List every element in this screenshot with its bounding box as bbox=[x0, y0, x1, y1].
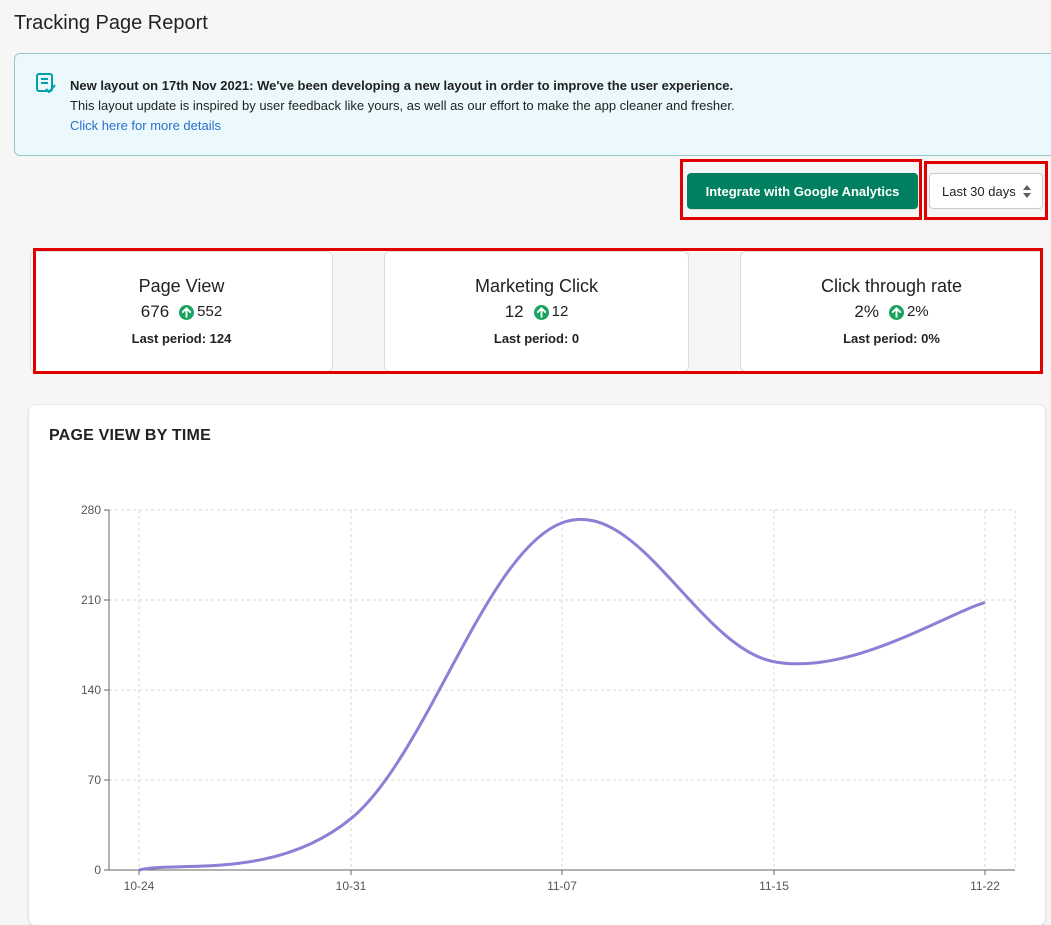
stat-delta-value: 12 bbox=[551, 303, 569, 320]
page-view-line-chart: 0 70 140 210 280 10-24 10-31 11-07 11-15 11-22 bbox=[81, 503, 1016, 893]
stat-value: 2% bbox=[854, 302, 879, 321]
integrate-google-analytics-button[interactable]: Integrate with Google Analytics bbox=[687, 173, 918, 209]
x-tick-label: 10-24 bbox=[124, 879, 155, 893]
stat-delta: 12 bbox=[533, 301, 569, 323]
y-tick-label: 0 bbox=[94, 863, 101, 877]
more-details-link[interactable]: Click here for more details bbox=[70, 118, 221, 133]
banner-content: New layout on 17th Nov 2021: We've been … bbox=[70, 76, 735, 136]
stat-delta: 2% bbox=[888, 301, 929, 323]
chart-title: PAGE VIEW BY TIME bbox=[49, 427, 211, 444]
stat-delta: 552 bbox=[179, 301, 222, 323]
stat-title: Click through rate bbox=[820, 276, 963, 296]
info-banner: New layout on 17th Nov 2021: We've been … bbox=[14, 53, 1051, 156]
y-tick-label: 140 bbox=[81, 683, 101, 697]
y-tick-label: 70 bbox=[88, 773, 102, 787]
stat-delta-value: 552 bbox=[197, 303, 223, 320]
page-view-chart-card: PAGE VIEW BY TIME 0 70 140 210 280 10-24 10-31… bbox=[29, 405, 1045, 925]
x-tick-label: 11-15 bbox=[759, 879, 789, 893]
arrow-up-circle-icon bbox=[179, 304, 195, 320]
stat-values: 676 552 bbox=[31, 301, 332, 323]
date-range-value: Last 30 days bbox=[942, 183, 1016, 199]
banner-body: This layout update is inspired by user f… bbox=[70, 98, 735, 113]
stat-value: 12 bbox=[504, 302, 524, 321]
series-line bbox=[138, 518, 986, 872]
stat-value: 676 bbox=[140, 302, 170, 321]
date-range-select[interactable]: Last 30 days bbox=[929, 173, 1043, 209]
stat-card-click-through-rate: Click through rate 2% 2% Last period: 0% bbox=[740, 251, 1043, 372]
x-tick-label: 11-22 bbox=[970, 879, 1000, 893]
x-tick-label: 11-07 bbox=[547, 879, 577, 893]
page-title: Tracking Page Report bbox=[14, 12, 208, 34]
stat-card-page-view: Page View 676 552 Last period: 124 bbox=[30, 251, 333, 372]
stat-values: 12 12 bbox=[385, 301, 688, 323]
sort-arrows-icon bbox=[1023, 185, 1031, 198]
stat-card-marketing-click: Marketing Click 12 12 Last period: 0 bbox=[384, 251, 689, 372]
stat-last-period: Last period: 0% bbox=[843, 331, 940, 346]
banner-heading: New layout on 17th Nov 2021: We've been … bbox=[70, 78, 734, 93]
stat-last-period: Last period: 0 bbox=[493, 331, 580, 346]
stat-last-period: Last period: 124 bbox=[131, 331, 232, 346]
arrow-up-circle-icon bbox=[533, 304, 549, 320]
y-tick-label: 280 bbox=[81, 503, 101, 517]
x-tick-label: 10-31 bbox=[336, 879, 367, 893]
stat-title: Marketing Click bbox=[474, 276, 599, 296]
stat-delta-value: 2% bbox=[906, 303, 929, 320]
stat-values: 2% 2% bbox=[741, 301, 1042, 323]
arrow-up-circle-icon bbox=[888, 304, 904, 320]
y-tick-label: 210 bbox=[81, 593, 101, 607]
stat-title: Page View bbox=[138, 276, 225, 296]
checklist-icon bbox=[36, 73, 56, 94]
